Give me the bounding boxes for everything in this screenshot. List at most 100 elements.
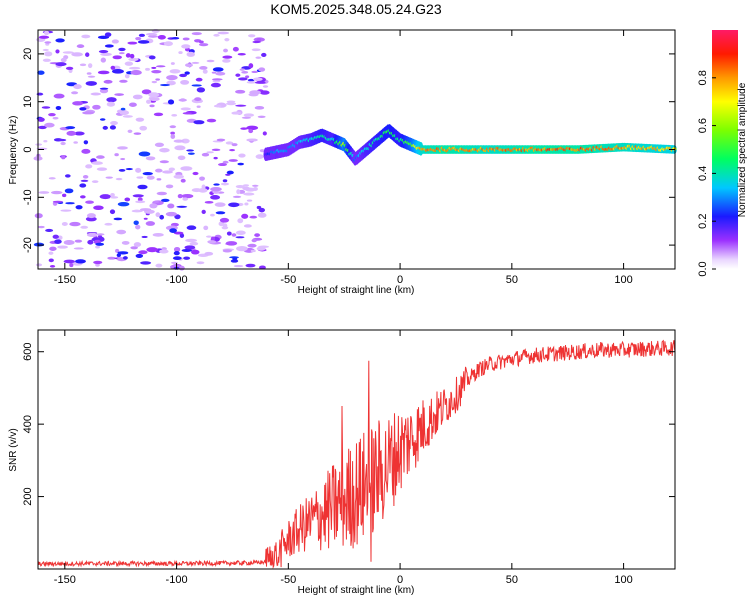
spectrogram-x-tick-label: -150: [54, 274, 76, 286]
noise-blob: [177, 194, 183, 199]
noise-blob: [54, 239, 62, 244]
snr-y-tick-label: 600: [22, 343, 34, 361]
noise-blob: [34, 213, 43, 219]
colorbar-tick-label: 0.8: [697, 70, 709, 85]
noise-blob: [245, 75, 250, 79]
noise-blob: [226, 100, 236, 103]
noise-blob: [239, 68, 246, 71]
noise-blob: [237, 218, 244, 224]
noise-blob: [71, 52, 83, 57]
noise-blob: [104, 222, 113, 226]
noise-blob: [73, 141, 78, 144]
noise-blob: [149, 104, 155, 108]
noise-blob: [61, 155, 66, 160]
noise-blob: [174, 214, 181, 220]
noise-blob: [62, 51, 74, 54]
noise-blob: [244, 202, 249, 206]
noise-blob: [137, 184, 148, 190]
noise-blob: [72, 101, 84, 106]
noise-blob: [229, 149, 236, 152]
noise-blob: [215, 71, 226, 76]
noise-blob: [170, 134, 176, 139]
noise-blob: [243, 113, 255, 117]
noise-blob: [180, 178, 186, 183]
noise-blob: [246, 125, 259, 131]
snr-x-ticks: -150 -100 -50 0 50 100: [54, 330, 633, 586]
noise-blob: [201, 209, 206, 215]
snr-series-line: [37, 339, 676, 569]
noise-blob: [95, 245, 100, 249]
noise-blob: [57, 245, 68, 249]
noise-blob: [173, 139, 184, 143]
noise-blob: [169, 69, 181, 74]
noise-blob: [205, 235, 212, 238]
noise-blob: [191, 84, 202, 87]
noise-blob: [159, 148, 170, 153]
noise-blob: [55, 38, 65, 43]
noise-blob: [119, 79, 128, 83]
noise-blob: [55, 105, 62, 110]
noise-blob: [48, 112, 56, 117]
noise-blob: [182, 197, 189, 201]
noise-blob: [61, 222, 68, 226]
noise-blob: [165, 211, 178, 217]
noise-blob: [159, 83, 171, 87]
noise-blob: [225, 173, 231, 176]
noise-blob: [118, 47, 126, 52]
noise-blob: [79, 63, 87, 67]
noise-blob: [207, 240, 217, 244]
noise-blob: [119, 110, 130, 116]
noise-blob: [145, 221, 156, 226]
noise-blob: [192, 171, 199, 176]
noise-blob: [106, 101, 116, 107]
noise-blob: [146, 247, 158, 253]
snr-y-tick-label: 400: [22, 415, 34, 433]
noise-blob: [181, 248, 193, 252]
noise-blob: [97, 70, 110, 75]
noise-blob: [38, 125, 47, 130]
noise-blob: [225, 141, 234, 145]
noise-blob: [137, 197, 143, 202]
colorbar-gradient: [712, 30, 738, 269]
noise-blob: [98, 50, 109, 54]
noise-blob: [125, 168, 134, 171]
noise-blob: [60, 209, 72, 212]
noise-blob: [48, 177, 56, 180]
noise-blob: [129, 53, 135, 59]
noise-blob: [120, 107, 126, 111]
spectrogram-y-tick-label: 0: [22, 146, 34, 152]
colorbar-tick-label: 0.0: [697, 261, 709, 276]
noise-blob: [45, 228, 54, 232]
noise-blob: [256, 205, 262, 210]
colorbar-label: Normalized spectral amplitude: [737, 82, 748, 217]
noise-blob: [230, 259, 239, 263]
noise-blob: [149, 203, 158, 209]
noise-blob: [115, 177, 123, 181]
noise-blob: [196, 105, 201, 108]
spectrogram-y-tick-label: 10: [22, 96, 34, 108]
noise-blob: [238, 153, 246, 158]
noise-blob: [258, 67, 266, 72]
noise-blob: [252, 77, 263, 81]
noise-blob: [124, 197, 131, 202]
spectrogram-y-ticks: -20 -10 0 10 20: [22, 48, 675, 253]
noise-blob: [130, 246, 138, 250]
noise-blob: [122, 256, 128, 260]
noise-blob: [173, 174, 184, 179]
noise-blob: [156, 191, 168, 196]
noise-blob: [173, 246, 181, 252]
noise-blob: [79, 107, 87, 111]
noise-blob: [48, 251, 54, 255]
noise-blob: [243, 192, 255, 196]
noise-blob: [69, 263, 74, 268]
noise-blob: [232, 257, 238, 261]
noise-blob: [249, 90, 261, 95]
noise-blob: [151, 66, 157, 69]
noise-blob: [223, 48, 228, 53]
noise-blob: [53, 93, 65, 99]
spectrogram-marks: [33, 28, 677, 271]
noise-blob: [157, 34, 166, 40]
noise-blob: [213, 156, 218, 160]
noise-blob: [231, 143, 238, 147]
noise-blob: [86, 213, 96, 219]
